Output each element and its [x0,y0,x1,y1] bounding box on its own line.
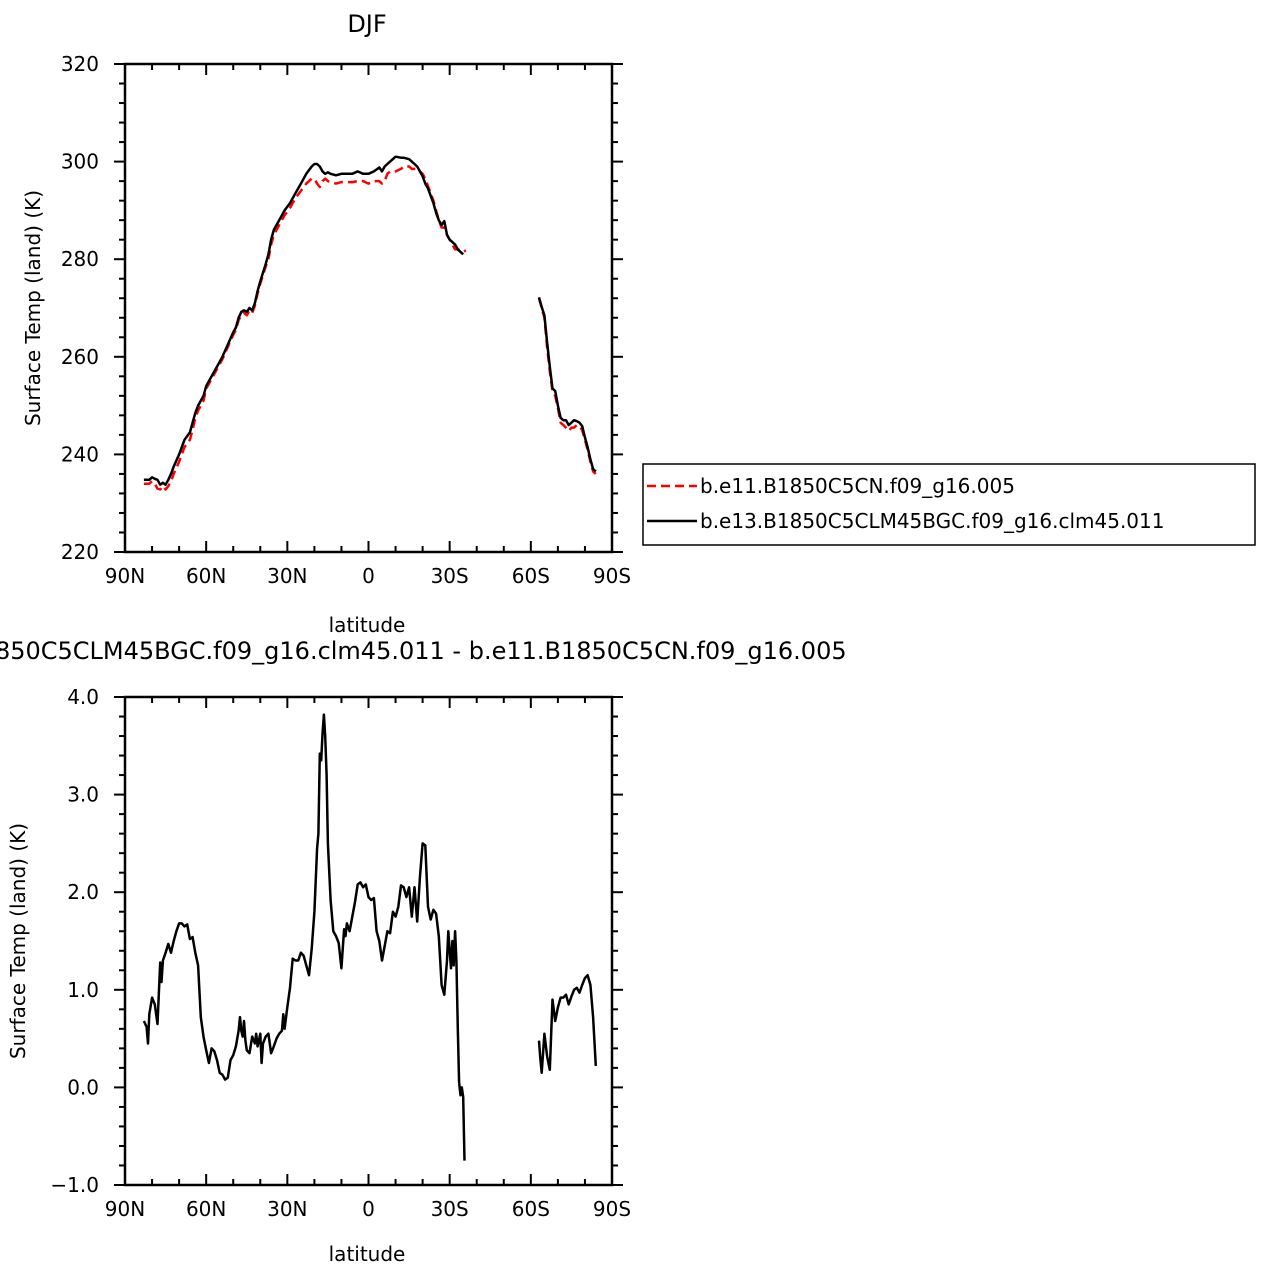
bottom-x-tick-label: 60N [186,1197,226,1221]
top-chart-panel: DJF Surface Temp (land) (K) latitude 90N… [21,10,631,637]
top-y-tick-label: 220 [61,540,99,564]
top-x-tick-label: 30S [431,564,469,588]
top-y-tick-label: 280 [61,247,99,271]
top-x-tick-label: 0 [362,564,375,588]
top-x-tick-label: 90S [593,564,631,588]
bottom-x-axis-label: latitude [329,1242,406,1266]
top-plot-frame [123,62,614,554]
bottom-y-tick-label: 0.0 [67,1075,99,1099]
top-y-tick-label: 260 [61,345,99,369]
bottom-y-tick-label: 3.0 [67,783,99,807]
top-y-tick-label: 320 [61,52,99,76]
bottom-y-axis-label: Surface Temp (land) (K) [6,823,30,1059]
top-chart-title: DJF [347,10,386,38]
bottom-series-line-0 [142,713,466,1161]
bottom-axis-ticks: 90N 60N 30N 0 30S 60S 90S −1.0 0.0 1.0 2.0 3.0 4.0 [50,685,631,1221]
top-x-tick-label: 60S [512,564,550,588]
bottom-y-tick-label: −1.0 [50,1173,99,1197]
bottom-y-tick-label: 4.0 [67,685,99,709]
bottom-x-tick-label: 30N [267,1197,307,1221]
top-y-tick-label: 240 [61,442,99,466]
bottom-plot-lines [142,713,598,1161]
bottom-x-tick-label: 90N [105,1197,145,1221]
legend: b.e11.B1850C5CN.f09_g16.005 b.e13.B1850C… [642,463,1256,546]
top-y-axis-label: Surface Temp (land) (K) [21,190,45,426]
legend-label-control: b.e11.B1850C5CN.f09_g16.005 [700,474,1015,498]
top-axis-ticks: 90N 60N 30N 0 30S 60S 90S 220 240 260 280 300 320 [61,52,631,588]
legend-box [642,463,1256,546]
top-x-tick-label: 30N [267,564,307,588]
bottom-x-tick-label: 60S [512,1197,550,1221]
top-plot-lines [143,155,597,491]
bottom-series-line-0 [537,973,598,1075]
top-series-line-1 [143,155,465,486]
bottom-y-tick-label: 2.0 [67,880,99,904]
bottom-y-tick-label: 1.0 [67,978,99,1002]
bottom-x-tick-label: 30S [431,1197,469,1221]
bottom-chart-panel: b.e13.B1850C5CLM45BGC.f09_g16.clm45.011 … [0,637,847,1266]
top-series-line-1 [537,296,597,473]
legend-label-experiment: b.e13.B1850C5CLM45BGC.f09_g16.clm45.011 [700,509,1164,533]
top-y-tick-label: 300 [61,150,99,174]
bottom-x-tick-label: 0 [362,1197,375,1221]
top-series-line-0 [143,165,467,491]
top-x-axis-label: latitude [329,613,406,637]
bottom-x-tick-label: 90S [593,1197,631,1221]
top-x-tick-label: 60N [186,564,226,588]
bottom-chart-title: b.e13.B1850C5CLM45BGC.f09_g16.clm45.011 … [0,637,847,665]
bottom-plot-frame [123,695,614,1187]
top-x-tick-label: 90N [105,564,145,588]
